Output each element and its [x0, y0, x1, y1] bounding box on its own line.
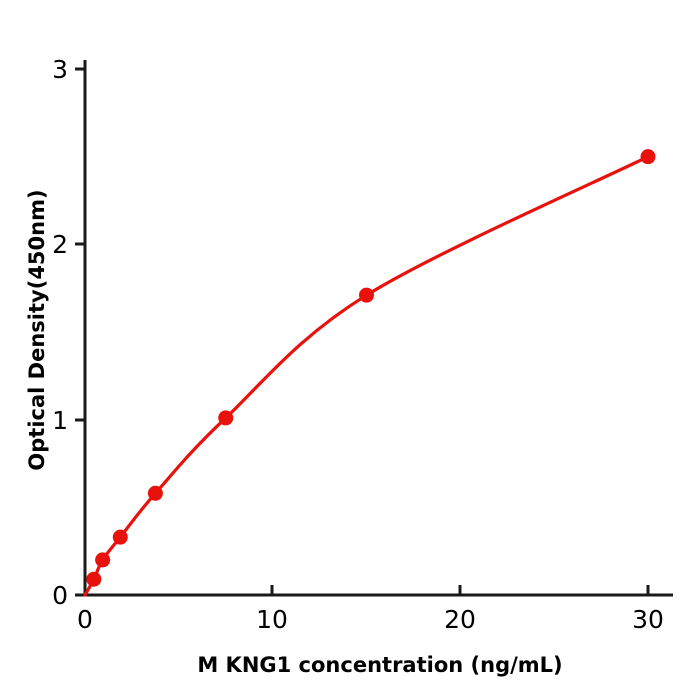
y-tick-label-1: 1 [52, 406, 68, 435]
fit-curve [83, 155, 650, 597]
data-point [95, 552, 111, 568]
x-axis-title: M KNG1 concentration (ng/mL) [197, 653, 562, 677]
data-point [640, 149, 656, 165]
y-tick-label-0: 0 [52, 581, 68, 610]
y-tick-label-2: 2 [52, 230, 68, 259]
data-point [86, 571, 102, 587]
x-tick-label-20: 20 [444, 605, 476, 634]
data-point [112, 529, 128, 545]
x-tick-label-10: 10 [256, 605, 288, 634]
data-point [147, 485, 163, 501]
data-point-group [86, 149, 656, 587]
y-tick-label-3: 3 [52, 55, 68, 84]
y-axis-title: Optical Density(450nm) [25, 189, 49, 470]
data-point [218, 410, 234, 426]
x-tick-label-30: 30 [632, 605, 664, 634]
data-point [359, 287, 374, 303]
x-tick-label-0: 0 [77, 605, 93, 634]
